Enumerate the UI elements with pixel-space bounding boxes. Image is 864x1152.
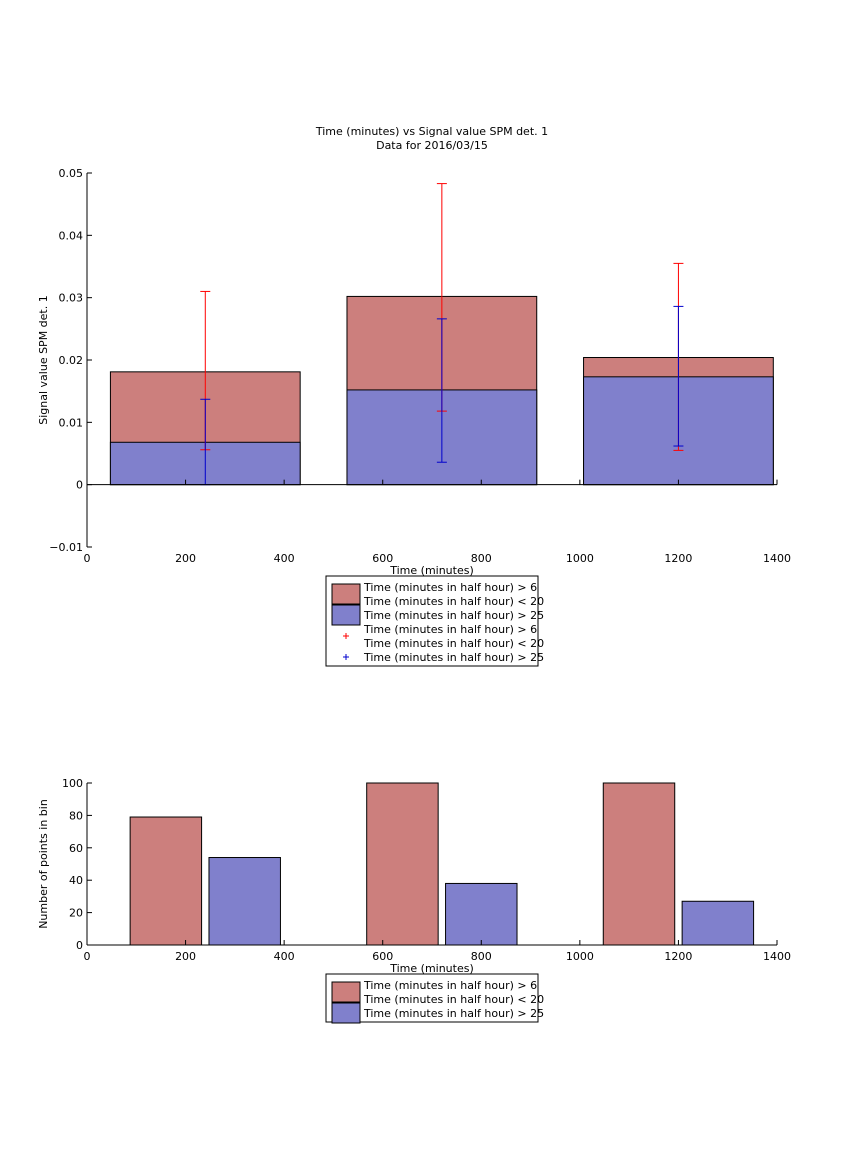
y-tick-label: 0: [76, 479, 83, 492]
bar-blue: [208, 857, 281, 946]
x-tick-label: 1200: [664, 950, 692, 963]
x-tick-label: 1400: [763, 950, 791, 963]
bar-red: [129, 816, 203, 946]
legend-swatch: [331, 981, 361, 1003]
y-axis-label: Number of points in bin: [37, 799, 50, 929]
x-tick-label: 0: [84, 950, 91, 963]
legend-box: [325, 575, 539, 667]
legend-label: Time (minutes in half hour) < 20: [363, 595, 544, 608]
legend-swatch: [331, 1002, 361, 1024]
y-tick-label: 100: [62, 777, 83, 790]
x-tick-label: 800: [471, 552, 492, 565]
x-tick-label: 1000: [566, 950, 594, 963]
legend-label: Time (minutes in half hour) > 6: [363, 979, 537, 992]
y-tick-label: 0.05: [59, 167, 84, 180]
y-tick-label: 0.02: [59, 354, 84, 367]
x-tick-label: 200: [175, 552, 196, 565]
x-tick-label: 600: [372, 950, 393, 963]
x-tick-label: 1000: [566, 552, 594, 565]
y-tick-label: 20: [69, 907, 83, 920]
x-tick-label: 400: [274, 552, 295, 565]
x-tick-label: 0: [84, 552, 91, 565]
x-tick-label: 200: [175, 950, 196, 963]
x-tick-label: 600: [372, 552, 393, 565]
y-tick-label: 0.04: [59, 229, 84, 242]
bar-red: [366, 782, 439, 946]
legend-marker-plus-icon: [343, 633, 349, 639]
legend-label: Time (minutes in half hour) > 25: [363, 651, 544, 664]
x-tick-label: 1200: [664, 552, 692, 565]
y-tick-label: 80: [69, 809, 83, 822]
x-axis-label: Time (minutes): [389, 962, 474, 975]
legend-label: Time (minutes in half hour) > 6: [363, 623, 537, 636]
chart-title: Time (minutes) vs Signal value SPM det. …: [315, 125, 548, 138]
legend-label: Time (minutes in half hour) > 25: [363, 609, 544, 622]
y-tick-label: −0.01: [49, 541, 83, 554]
legend-swatch: [331, 604, 361, 626]
legend-marker-plus-icon: [343, 654, 349, 660]
bar-red: [602, 782, 676, 946]
bar-blue: [681, 900, 755, 946]
legend-label: Time (minutes in half hour) > 25: [363, 1007, 544, 1020]
legend-swatch: [331, 583, 361, 605]
chart-subtitle: Data for 2016/03/15: [376, 139, 488, 152]
legend-label: Time (minutes in half hour) < 20: [363, 637, 544, 650]
x-tick-label: 1400: [763, 552, 791, 565]
legend-label: Time (minutes in half hour) > 6: [363, 581, 537, 594]
y-axis-label: Signal value SPM det. 1: [37, 295, 50, 425]
y-tick-label: 0.01: [59, 416, 84, 429]
x-tick-label: 800: [471, 950, 492, 963]
chart-signal-value: Time (minutes) vs Signal value SPM det. …: [37, 125, 791, 667]
y-tick-label: 40: [69, 874, 83, 887]
legend-label: Time (minutes in half hour) < 20: [363, 993, 544, 1006]
x-axis-label: Time (minutes): [389, 564, 474, 577]
bar-blue: [445, 882, 518, 946]
legend-box: [325, 973, 539, 1023]
x-tick-label: 400: [274, 950, 295, 963]
y-tick-label: 0: [76, 939, 83, 952]
y-tick-label: 0.03: [59, 292, 84, 305]
chart-number-of-points: 0 200 400 600 800 1000 1200 1400 0 20 40 60 80 100 Tim…: [37, 777, 791, 1024]
y-tick-label: 60: [69, 842, 83, 855]
